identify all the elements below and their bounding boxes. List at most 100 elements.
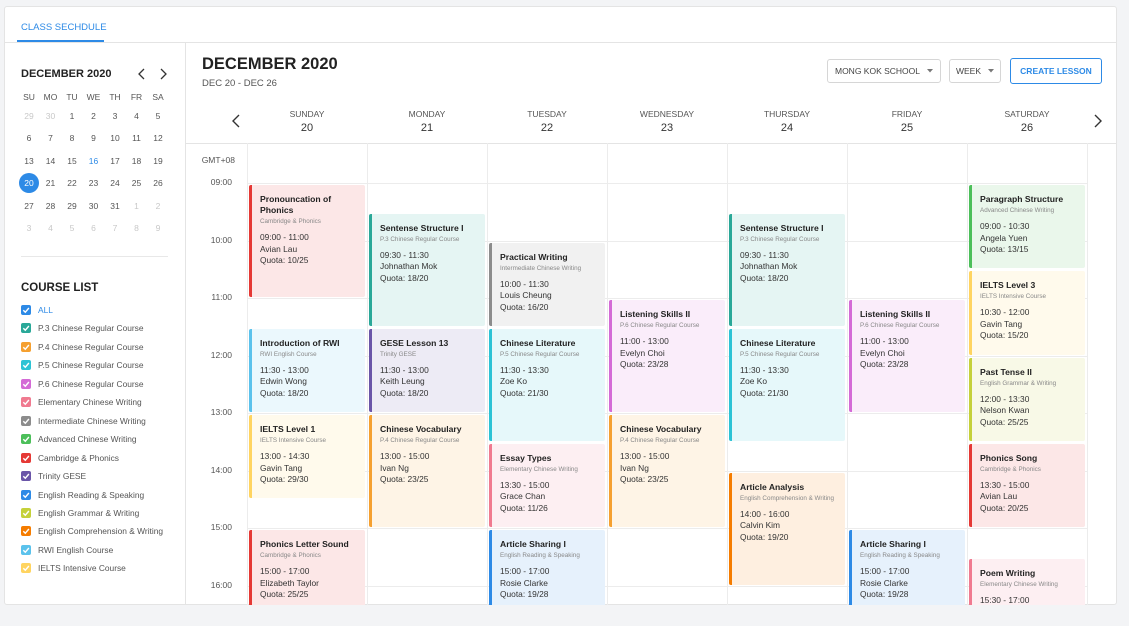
calendar-day[interactable]: 26	[153, 178, 163, 189]
event-card[interactable]: IELTS Level 1 IELTS Intensive Course 13:00…	[249, 415, 365, 499]
calendar-day[interactable]: 6	[26, 133, 32, 144]
event-card[interactable]: Phonics Letter Sound Cambridge & Phonics 1…	[249, 530, 365, 605]
calendar-day[interactable]: 25	[131, 178, 142, 189]
course-label[interactable]: RWI English Course	[38, 544, 114, 555]
course-label[interactable]: English Grammar & Writing	[38, 507, 140, 518]
calendar-day[interactable]: 1	[69, 111, 75, 121]
course-checkbox[interactable]	[21, 526, 31, 537]
event-card[interactable]: Paragraph Structure Advanced Chinese Writ…	[969, 185, 1085, 269]
calendar-day[interactable]: 27	[24, 200, 34, 211]
event-card[interactable]: Sentense Structure I P.3 Chinese Regular …	[369, 213, 485, 326]
event-card[interactable]: Sentense Structure I P.3 Chinese Regular …	[729, 213, 845, 326]
calendar-day[interactable]: 19	[153, 155, 163, 166]
calendar-day[interactable]: 4	[48, 223, 53, 233]
calendar-day[interactable]: 10	[110, 133, 120, 144]
course-checkbox[interactable]	[21, 415, 31, 426]
calendar-day[interactable]: 17	[110, 155, 120, 166]
course-checkbox[interactable]	[21, 397, 31, 408]
course-label[interactable]: English Reading & Speaking	[38, 489, 145, 500]
course-checkbox[interactable]	[21, 305, 31, 315]
calendar-day[interactable]: 1	[134, 200, 139, 211]
event-card[interactable]: Chinese Literature P.5 Chinese Regular Co…	[729, 328, 845, 441]
course-checkbox[interactable]	[21, 563, 31, 574]
course-label[interactable]: Advanced Chinese Writing	[38, 434, 137, 445]
calendar-day[interactable]: 15	[67, 155, 77, 166]
calendar-day[interactable]: 14	[45, 155, 56, 166]
calendar-day[interactable]: 2	[155, 200, 161, 211]
course-checkbox[interactable]	[21, 452, 31, 463]
calendar-day[interactable]: 9	[91, 133, 96, 144]
course-checkbox[interactable]	[21, 489, 31, 500]
create-lesson-button[interactable]: CREATE LESSON	[1010, 58, 1102, 84]
event-card[interactable]: Article Sharing I English Reading & Speak…	[849, 530, 965, 605]
course-label[interactable]: P.3 Chinese Regular Course	[38, 323, 144, 334]
view-select[interactable]: WEEK	[949, 59, 1001, 83]
event-card[interactable]: Essay Types Elementary Chinese Writing 13:…	[489, 443, 605, 527]
calendar-day[interactable]: 13	[24, 155, 34, 166]
course-label[interactable]: Intermediate Chinese Writing	[38, 415, 146, 426]
event-card[interactable]: Chinese Literature P.5 Chinese Regular Co…	[489, 328, 605, 441]
event-card[interactable]: Phonics Song Cambridge & Phonics 13:30 - 1…	[969, 443, 1085, 527]
course-label[interactable]: P.6 Chinese Regular Course	[38, 378, 144, 389]
calendar-day[interactable]: 29	[67, 200, 77, 211]
calendar-day[interactable]: 16	[88, 155, 99, 166]
calendar-day[interactable]: 11	[132, 133, 141, 144]
calendar-day[interactable]: 21	[45, 178, 56, 189]
course-label[interactable]: IELTS Intensive Course	[38, 563, 126, 574]
event-card[interactable]: Past Tense II English Grammar & Writing 12…	[969, 357, 1085, 441]
course-label[interactable]: P.4 Chinese Regular Course	[38, 341, 144, 352]
calendar-day[interactable]: 7	[48, 133, 53, 144]
next-week[interactable]	[1091, 113, 1105, 129]
prev-month[interactable]	[138, 68, 145, 80]
calendar-day[interactable]: 28	[45, 200, 56, 211]
next-month[interactable]	[160, 68, 167, 80]
calendar-day[interactable]: 30	[88, 200, 99, 211]
event-card[interactable]: Poem Writing Elementary Chinese Writing 15…	[969, 558, 1085, 605]
course-checkbox[interactable]	[21, 471, 31, 482]
mini-calendar-nav[interactable]	[136, 67, 176, 81]
course-checkbox[interactable]	[21, 378, 31, 389]
event-card[interactable]: Article Analysis English Comprehension & …	[729, 472, 845, 585]
calendar-day[interactable]: 3	[26, 223, 32, 233]
prev-week[interactable]	[230, 113, 244, 129]
calendar-day[interactable]: 29	[24, 111, 34, 121]
calendar-day[interactable]: 24	[110, 178, 120, 189]
calendar-day[interactable]: 23	[88, 178, 99, 189]
course-checkbox[interactable]	[21, 544, 31, 555]
calendar-day[interactable]: 5	[155, 111, 161, 121]
calendar-day[interactable]: 30	[45, 111, 56, 121]
calendar-day[interactable]: 2	[91, 111, 96, 121]
calendar-day[interactable]: 6	[91, 223, 96, 233]
calendar-day[interactable]: 4	[134, 111, 139, 121]
calendar-day[interactable]: 18	[131, 155, 142, 166]
event-card[interactable]: Introduction of RWI RWI English Course 11:…	[249, 328, 365, 412]
event-card[interactable]: GESE Lesson 13 Trinity GESE 11:30 - 13:00 K…	[369, 328, 485, 412]
calendar-day[interactable]: 5	[69, 223, 75, 233]
calendar-day[interactable]: 20	[19, 173, 39, 194]
event-card[interactable]: Chinese Vocabulary P.4 Chinese Regular Co…	[369, 415, 485, 527]
course-checkbox[interactable]	[21, 434, 31, 445]
course-checkbox[interactable]	[21, 341, 31, 352]
event-card[interactable]: IELTS Level 3 IELTS Intensive Course 10:30…	[969, 271, 1085, 355]
calendar-day[interactable]: 12	[153, 133, 163, 144]
course-label[interactable]: Cambridge & Phonics	[38, 452, 119, 463]
calendar-day[interactable]: 3	[112, 111, 118, 121]
event-card[interactable]: Chinese Vocabulary P.4 Chinese Regular Co…	[609, 415, 725, 527]
course-checkbox[interactable]	[21, 323, 31, 334]
course-checkbox[interactable]	[21, 507, 31, 518]
course-label[interactable]: Trinity GESE	[38, 471, 87, 482]
calendar-day[interactable]: 8	[134, 223, 139, 233]
calendar-day[interactable]: 22	[67, 178, 77, 189]
event-card[interactable]: Practical Writing Intermediate Chinese Wr…	[489, 242, 605, 326]
course-checkbox[interactable]	[21, 360, 31, 371]
event-card[interactable]: Article Sharing I English Reading & Speak…	[489, 530, 605, 605]
calendar-day[interactable]: 31	[110, 200, 120, 211]
course-label[interactable]: Elementary Chinese Writing	[38, 397, 142, 408]
event-card[interactable]: Listening Skills II P.6 Chinese Regular C…	[609, 300, 725, 412]
event-card[interactable]: Listening Skills II P.6 Chinese Regular C…	[849, 300, 965, 412]
event-card[interactable]: Pronouncation of Phonics Cambridge & Phon…	[249, 185, 365, 297]
course-label[interactable]: English Comprehension & Writing	[38, 526, 164, 537]
school-select[interactable]: MONG KOK SCHOOL	[827, 59, 941, 83]
course-label[interactable]: ALL	[38, 305, 53, 315]
calendar-day[interactable]: 9	[155, 223, 161, 233]
